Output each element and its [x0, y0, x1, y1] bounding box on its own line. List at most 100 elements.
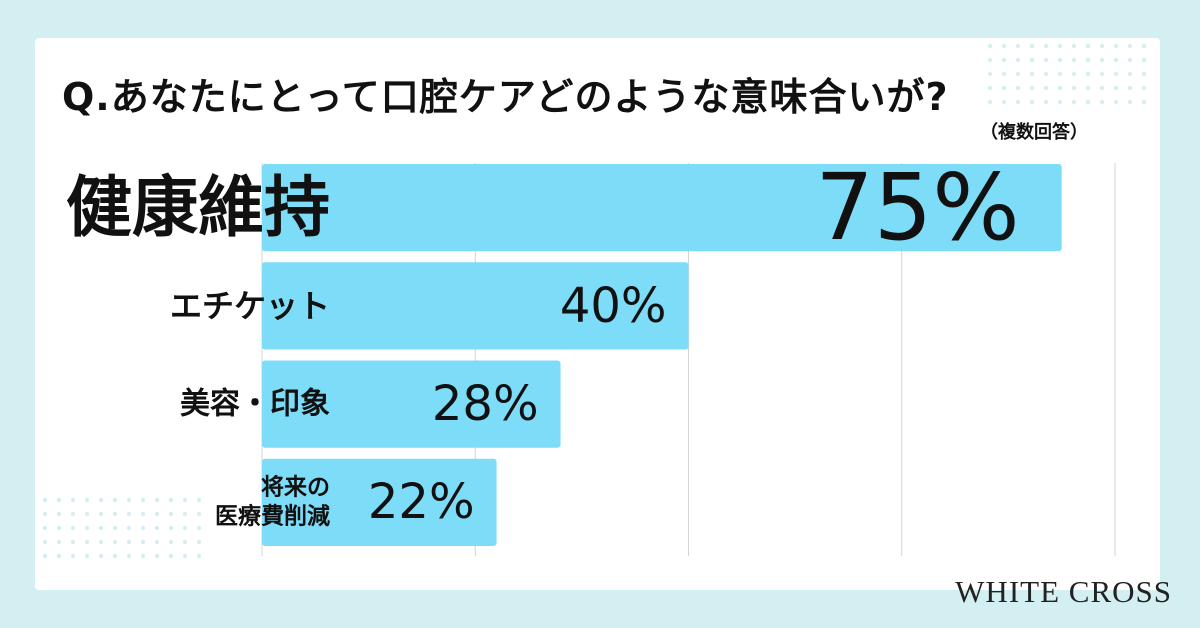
decor-dot [168, 511, 174, 517]
decor-dot [1141, 57, 1147, 63]
decor-dot [1127, 85, 1133, 91]
decor-dot [1141, 85, 1147, 91]
value-label: 75% [815, 153, 1020, 261]
decor-dot [1001, 85, 1007, 91]
decor-dot [1113, 71, 1119, 77]
decor-dot [1099, 85, 1105, 91]
decor-dot [182, 539, 188, 545]
decor-dot [154, 553, 160, 559]
decor-dot [1085, 57, 1091, 63]
decor-dot [42, 553, 48, 559]
decor-dot [140, 553, 146, 559]
decor-dot [1029, 99, 1035, 105]
decor-dot [1029, 43, 1035, 49]
decor-dot [140, 497, 146, 503]
decor-dot [1085, 43, 1091, 49]
decor-dot [182, 497, 188, 503]
decor-dot [70, 497, 76, 503]
decor-dot [987, 43, 993, 49]
decor-dot [168, 525, 174, 531]
decor-dot [56, 525, 62, 531]
decor-dot [112, 525, 118, 531]
decor-dot [42, 497, 48, 503]
decor-dot [126, 539, 132, 545]
decor-dot [1057, 43, 1063, 49]
decor-dot [140, 539, 146, 545]
decor-dot [84, 539, 90, 545]
decor-dot [98, 553, 104, 559]
decor-dot [1141, 71, 1147, 77]
decor-dot [70, 511, 76, 517]
decor-dot [154, 497, 160, 503]
decor-dot [56, 511, 62, 517]
decor-dot [1085, 85, 1091, 91]
decor-dot [1099, 57, 1105, 63]
decor-dot [1071, 99, 1077, 105]
decor-dot [1113, 99, 1119, 105]
brand-logo: WHITE CROSS [955, 574, 1172, 609]
chart-subtitle: （複数回答） [980, 122, 1088, 143]
decor-dot [1043, 99, 1049, 105]
decor-dot [1057, 99, 1063, 105]
decor-dot [1071, 85, 1077, 91]
decor-dot [1015, 85, 1021, 91]
decor-dot [196, 511, 202, 517]
decor-dot [1071, 71, 1077, 77]
decor-dot [70, 525, 76, 531]
decor-dot [1127, 43, 1133, 49]
value-label: 40% [559, 277, 667, 334]
decor-dot [84, 525, 90, 531]
bar [262, 360, 561, 448]
decor-dot [196, 497, 202, 503]
decor-dot [168, 497, 174, 503]
decor-dot [140, 511, 146, 517]
decor-dot [98, 497, 104, 503]
decor-dot [196, 553, 202, 559]
decor-dot [1057, 85, 1063, 91]
decor-dot [1001, 43, 1007, 49]
decor-dot [1085, 99, 1091, 105]
decor-dot [84, 553, 90, 559]
decor-dot [126, 511, 132, 517]
decor-dot [98, 525, 104, 531]
decor-dot [84, 497, 90, 503]
decor-dot [1043, 85, 1049, 91]
decor-dot [182, 511, 188, 517]
decor-dot [1113, 57, 1119, 63]
decor-dot [1029, 57, 1035, 63]
decor-dot [126, 497, 132, 503]
decor-dot [182, 525, 188, 531]
category-label: 美容・印象 [180, 386, 330, 422]
decor-dot [70, 553, 76, 559]
decor-dot [70, 539, 76, 545]
decor-dot [1043, 57, 1049, 63]
decor-dot [1043, 71, 1049, 77]
decor-dot [42, 511, 48, 517]
decor-dot [56, 497, 62, 503]
decor-dot [112, 497, 118, 503]
decor-dot [168, 553, 174, 559]
decor-dot [1015, 57, 1021, 63]
decor-dot [1071, 57, 1077, 63]
value-label: 22% [367, 474, 475, 531]
category-label: 将来の 医療費削減 [215, 474, 330, 530]
decor-dot [987, 71, 993, 77]
decor-dot [56, 539, 62, 545]
bar [262, 164, 1062, 252]
decor-dot [1099, 71, 1105, 77]
decor-dot [196, 539, 202, 545]
decor-dot [1057, 71, 1063, 77]
decor-dot [182, 553, 188, 559]
category-label: 健康維持 [66, 168, 330, 246]
decor-dot [98, 539, 104, 545]
decor-dot [1127, 99, 1133, 105]
decor-dot [1099, 99, 1105, 105]
decor-dot [1141, 43, 1147, 49]
decor-dot [1015, 43, 1021, 49]
decor-dot [112, 511, 118, 517]
decor-dot [1015, 71, 1021, 77]
decor-dot [1099, 43, 1105, 49]
decor-dot [98, 511, 104, 517]
